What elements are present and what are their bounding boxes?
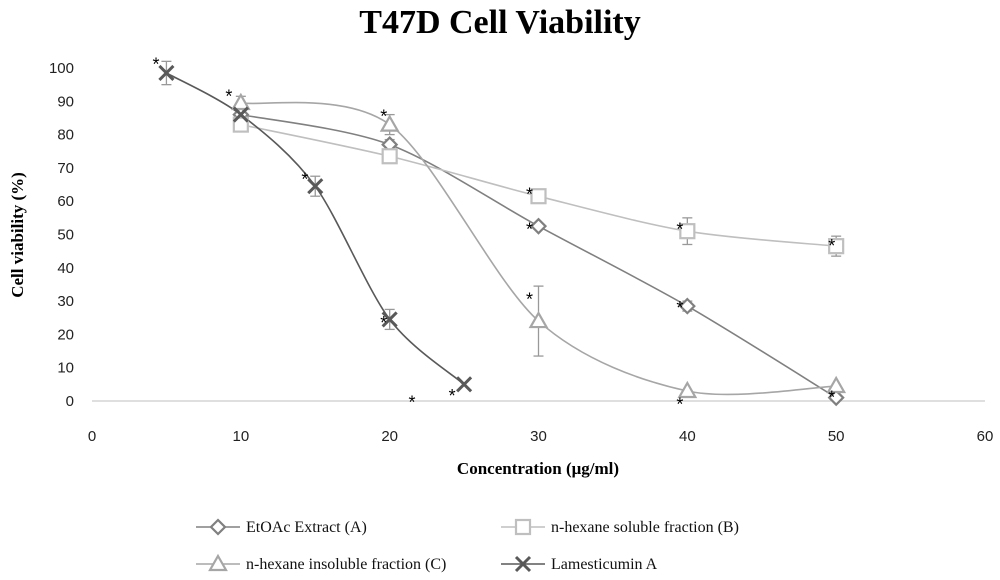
y-tick-label: 30 [57,293,74,310]
y-axis-title: Cell viability (%) [8,172,27,298]
y-tick-label: 50 [57,227,74,244]
significance-asterisk: * [828,236,835,256]
x-axis-title: Concentration (μg/ml) [457,459,619,478]
legend-marker [209,518,227,536]
y-tick-label: 100 [49,60,74,77]
y-tick-label: 80 [57,127,74,144]
series-lines [166,72,837,399]
legend: EtOAc Extract (A) n-hexane soluble fracti… [196,518,739,573]
significance-asterisk: * [526,185,533,205]
significance-asterisk: * [152,55,159,75]
legend-item: n-hexane soluble fraction (B) [501,518,739,536]
data-point [158,64,175,82]
significance-asterisk: * [301,170,308,190]
series-markers [158,64,847,407]
y-tick-label: 60 [57,193,74,210]
significance-asterisk: * [380,106,387,126]
x-tick-label: 60 [977,428,994,445]
legend-label: n-hexane soluble fraction (B) [551,519,739,536]
x-tick-label: 0 [88,428,96,445]
y-tick-label: 0 [66,393,74,410]
chart-title: T47D Cell Viability [359,4,640,41]
significance-annotations: * * * * * * * * * * * * * * * [152,55,835,415]
data-point [381,148,398,165]
data-point [827,389,845,407]
data-point [530,188,547,205]
legend-label: EtOAc Extract (A) [246,519,367,536]
y-tick-label: 40 [57,260,74,277]
significance-asterisk: * [676,394,683,414]
data-point [379,114,400,132]
significance-asterisk: * [380,313,387,333]
y-tick-label: 70 [57,160,74,177]
data-point [677,380,698,399]
legend-marker [208,553,228,572]
significance-asterisk: * [676,220,683,240]
data-point [381,311,398,328]
data-point [529,217,548,235]
legend-marker [514,555,532,573]
axes: 0 10 20 30 40 50 60 0 10 20 30 40 50 60 70 80 90 100 [49,60,993,445]
series-line-3 [166,72,465,385]
data-point [456,376,473,393]
y-tick-label: 90 [57,93,74,110]
data-point [826,375,847,394]
data-point [232,116,249,133]
significance-asterisk: * [526,220,533,240]
data-point [528,310,549,329]
data-point [232,106,249,123]
data-point [230,92,251,111]
y-tick-label: 20 [57,326,74,343]
legend-item: EtOAc Extract (A) [196,518,367,536]
x-tick-label: 10 [232,428,249,445]
error-bars [161,60,842,357]
legend-item: Lamesticumin A [501,555,658,573]
data-point [828,238,845,255]
data-point [307,178,324,195]
legend-label: n-hexane insoluble fraction (C) [246,556,446,573]
legend-item: n-hexane insoluble fraction (C) [196,553,446,573]
data-point [678,297,696,315]
legend-marker [514,518,532,536]
x-tick-label: 30 [530,428,547,445]
significance-asterisk: * [828,388,835,408]
series-line-2 [240,101,837,396]
significance-asterisk: * [408,393,415,413]
x-tick-label: 50 [828,428,845,445]
significance-asterisk: * [526,289,533,309]
data-point [679,223,696,240]
significance-asterisk: * [676,298,683,318]
y-tick-label: 10 [57,360,74,377]
x-tick-label: 20 [381,428,398,445]
legend-label: Lamesticumin A [551,556,658,573]
significance-asterisk: * [449,386,456,406]
significance-asterisk: * [225,86,232,106]
x-tick-label: 40 [679,428,696,445]
